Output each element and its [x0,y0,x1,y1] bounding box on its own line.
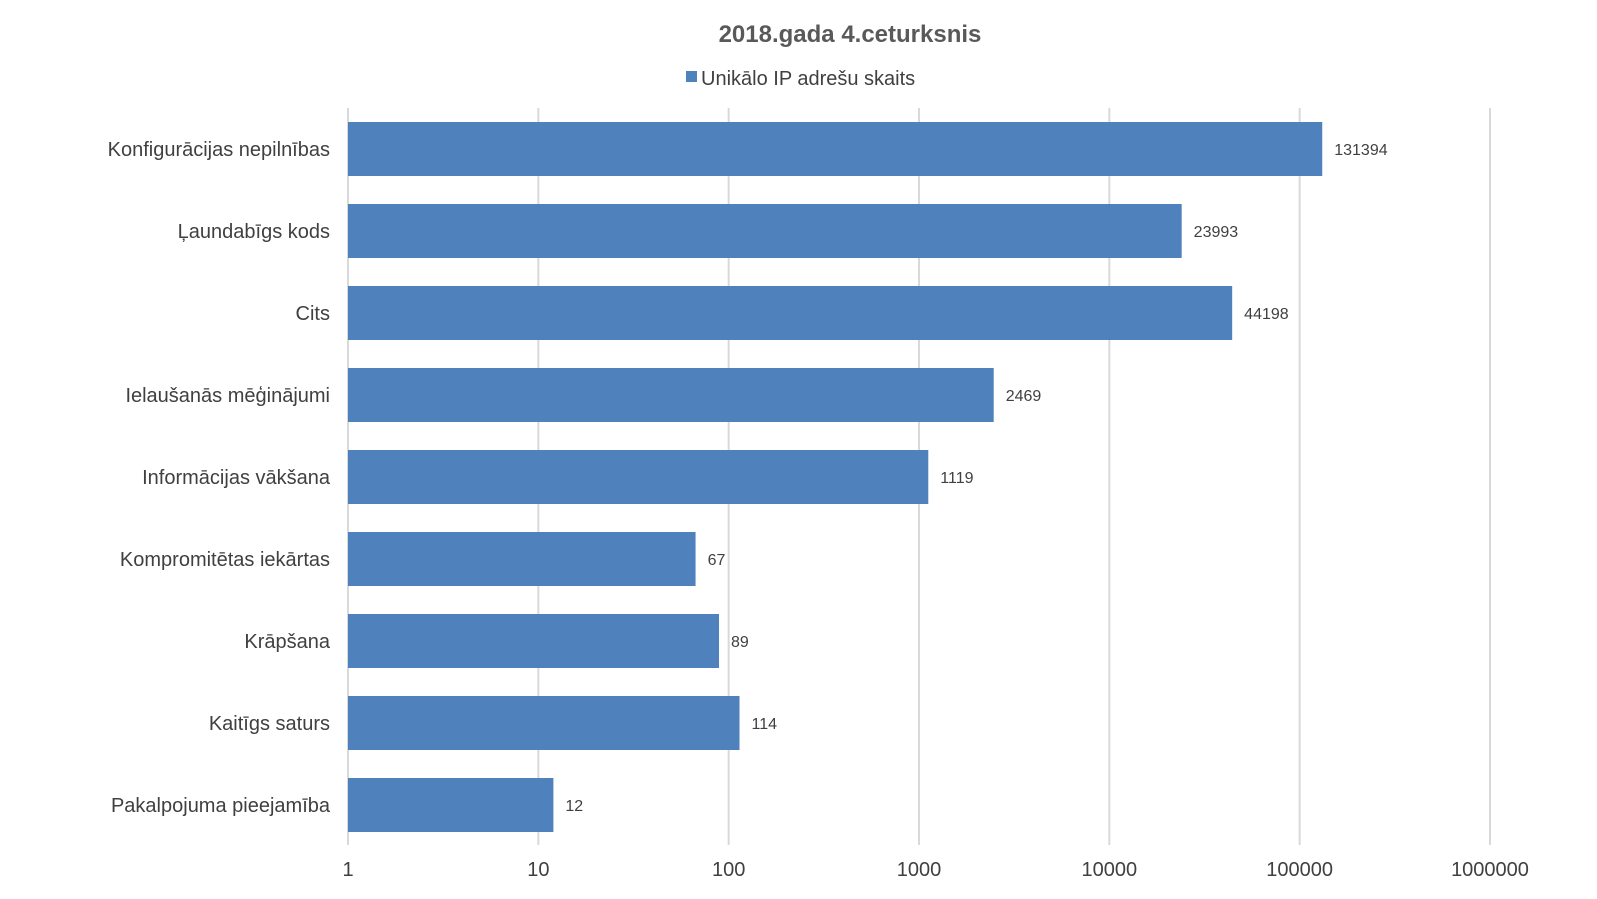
category-label: Konfigurācijas nepilnības [108,139,330,161]
bar [348,696,740,750]
data-label: 44198 [1244,306,1289,323]
data-label: 89 [731,634,749,651]
legend-label: Unikālo IP adrešu skaits [701,68,915,90]
bar [348,368,994,422]
bar [348,778,554,832]
data-label: 2469 [1006,388,1042,405]
category-label: Ielaušanās mēģinājumi [125,385,330,407]
data-label: 12 [565,798,583,815]
category-label: Ļaundabīgs kods [178,221,330,243]
category-label: Kompromitētas iekārtas [120,549,330,571]
x-axis-ticks: 1 10 100 1000 10000 100000 1000000 [342,859,1529,881]
x-tick-label: 100000 [1266,859,1333,881]
x-tick-label: 1000000 [1451,859,1529,881]
data-label: 1119 [940,470,973,487]
data-label: 23993 [1194,224,1239,241]
x-tick-label: 1 [342,859,353,881]
chart-title: 2018.gada 4.ceturksnis [719,21,982,48]
bars: 131394 23993 44198 2469 1119 67 89 114 12 [348,122,1388,832]
category-label: Pakalpojuma pieejamība [111,795,331,817]
x-tick-label: 100 [712,859,745,881]
bar [348,532,696,586]
x-tick-label: 1000 [897,859,942,881]
x-tick-label: 10000 [1082,859,1138,881]
data-label: 131394 [1334,142,1387,159]
bar [348,204,1182,258]
data-label: 114 [751,716,777,733]
bar [348,122,1323,176]
category-labels: Konfigurācijas nepilnības Ļaundabīgs kods… [108,139,331,817]
bar [348,614,720,668]
data-label: 67 [708,552,726,569]
category-label: Cits [296,303,330,325]
category-label: Informācijas vākšana [142,467,331,489]
bar [348,450,929,504]
legend: Unikālo IP adrešu skaits [686,68,915,90]
x-tick-label: 10 [527,859,549,881]
category-label: Krāpšana [244,631,330,653]
bar [348,286,1233,340]
legend-swatch [686,71,697,82]
category-label: Kaitīgs saturs [209,713,330,735]
